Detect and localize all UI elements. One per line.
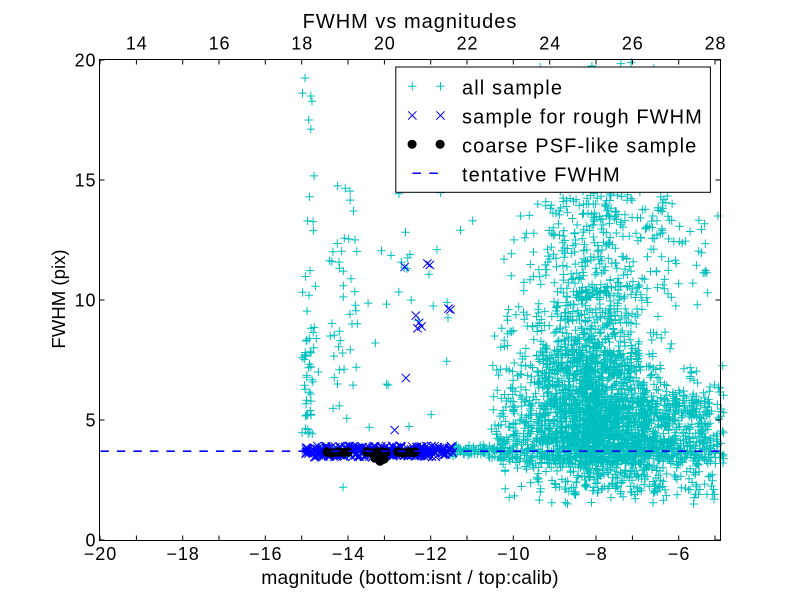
svg-text:20: 20 (75, 51, 97, 71)
svg-text:−14: −14 (332, 544, 365, 564)
svg-text:all sample: all sample (462, 78, 563, 100)
svg-text:16: 16 (209, 34, 231, 54)
svg-text:14: 14 (126, 34, 148, 54)
svg-text:−8: −8 (585, 544, 607, 564)
svg-text:20: 20 (374, 34, 396, 54)
svg-text:FWHM vs magnitudes: FWHM vs magnitudes (303, 11, 518, 33)
svg-text:−6: −6 (668, 544, 690, 564)
svg-text:28: 28 (705, 34, 727, 54)
svg-text:sample for rough FWHM: sample for rough FWHM (462, 107, 703, 129)
svg-text:−18: −18 (166, 544, 199, 564)
svg-text:18: 18 (291, 34, 313, 54)
svg-text:coarse PSF-like sample: coarse PSF-like sample (462, 135, 697, 157)
svg-text:15: 15 (75, 171, 97, 191)
svg-text:−12: −12 (414, 544, 447, 564)
svg-text:10: 10 (75, 291, 97, 311)
svg-text:magnitude (bottom:isnt / top:c: magnitude (bottom:isnt / top:calib) (261, 568, 558, 589)
svg-text:−10: −10 (497, 544, 530, 564)
svg-text:26: 26 (622, 34, 644, 54)
svg-text:24: 24 (539, 34, 561, 54)
svg-text:22: 22 (457, 34, 479, 54)
svg-text:−16: −16 (249, 544, 282, 564)
svg-text:5: 5 (85, 411, 96, 431)
svg-text:tentative FWHM: tentative FWHM (462, 164, 621, 186)
svg-text:FWHM (pix): FWHM (pix) (48, 249, 69, 348)
svg-text:−20: −20 (84, 544, 117, 564)
svg-text:0: 0 (85, 531, 96, 551)
